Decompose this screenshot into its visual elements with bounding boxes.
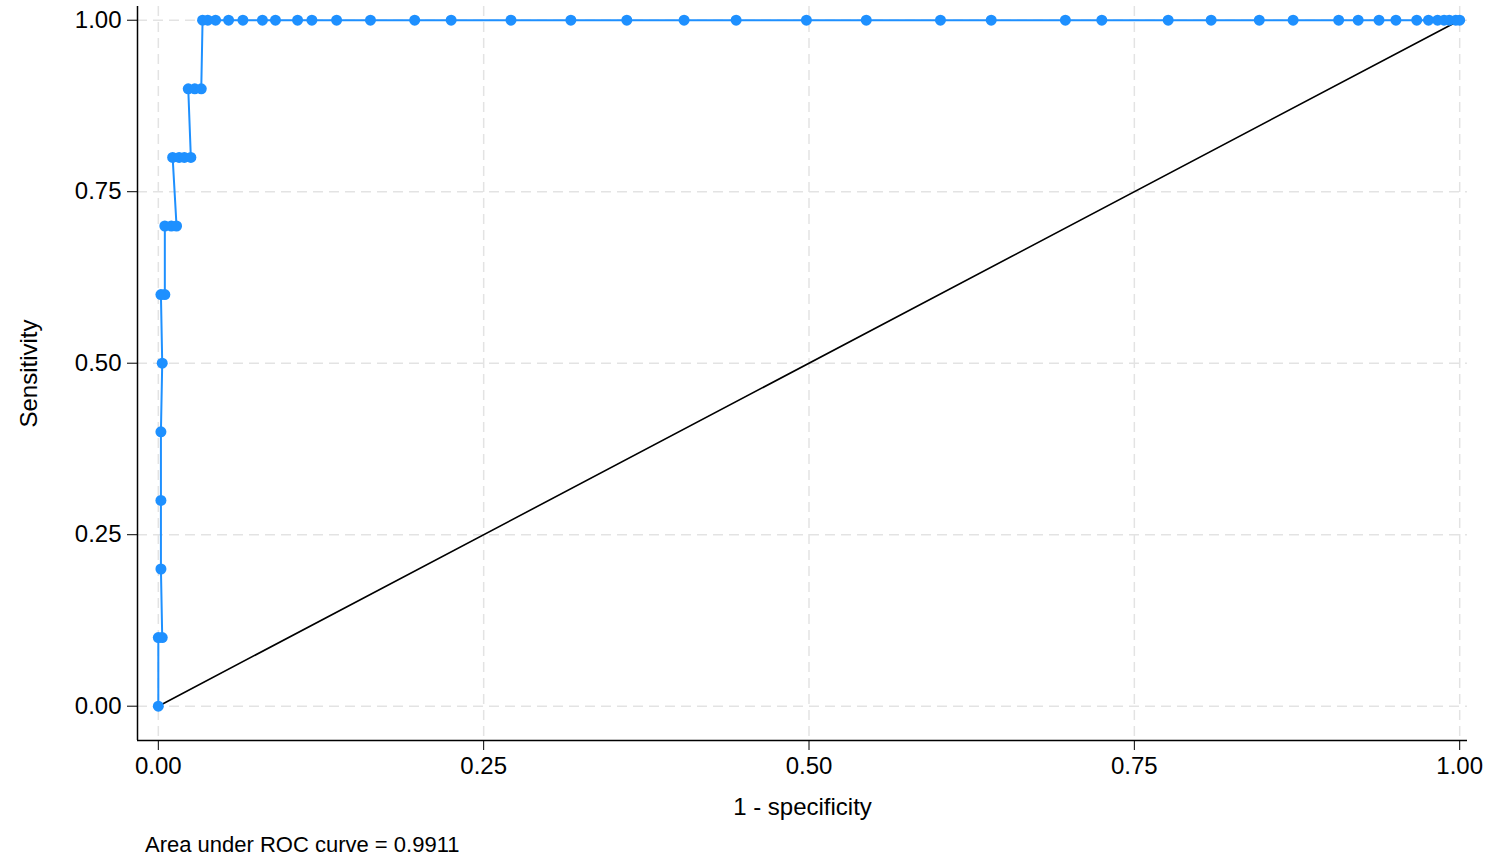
svg-text:1.00: 1.00 [1436, 752, 1483, 779]
html-text:Area under ROC curve = 0.9911: Area under ROC curve = 0.9911 [145, 832, 460, 857]
svg-text:0.50: 0.50 [786, 752, 833, 779]
svg-text:1.00: 1.00 [75, 6, 122, 33]
svg-text:0.25: 0.25 [460, 752, 507, 779]
svg-text:1 - specificity: 1 - specificity [733, 793, 872, 820]
svg-text:0.00: 0.00 [135, 752, 182, 779]
svg-text:0.00: 0.00 [75, 692, 122, 719]
svg-text:0.25: 0.25 [75, 520, 122, 547]
svg-text:0.50: 0.50 [75, 349, 122, 376]
svg-text:0.75: 0.75 [1111, 752, 1158, 779]
svg-text:Sensitivity: Sensitivity [15, 319, 42, 427]
svg-text:0.75: 0.75 [75, 177, 122, 204]
